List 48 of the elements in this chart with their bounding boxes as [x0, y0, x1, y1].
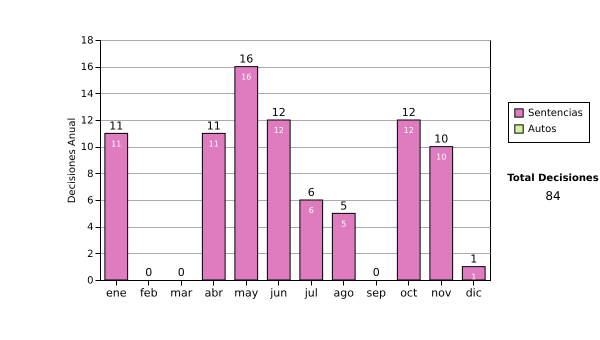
total-label: 5: [340, 199, 348, 212]
y-tick-label: 14: [80, 88, 94, 100]
y-tick-label: 4: [87, 222, 94, 234]
x-tick-label: may: [234, 286, 259, 300]
data-label: 1: [471, 272, 476, 282]
data-label: 12: [274, 126, 284, 135]
total-label: 0: [372, 266, 380, 279]
data-label: 5: [341, 219, 346, 228]
data-label: 6: [308, 206, 314, 215]
x-tick-label: jun: [269, 286, 288, 300]
y-axis-title: Decisiones Anual: [66, 118, 78, 204]
legend-label: Autos: [528, 124, 556, 135]
total-label: 6: [308, 186, 315, 199]
y-tick-label: 8: [87, 168, 94, 180]
y-tick-label: 16: [80, 62, 94, 74]
total-label: 12: [402, 106, 416, 119]
y-tick-label: 18: [80, 36, 94, 46]
total-label: 0: [178, 266, 185, 279]
x-tick-label: ago: [334, 286, 354, 300]
total-label: 12: [272, 106, 286, 119]
x-tick-label: jul: [304, 286, 318, 300]
total-label: 11: [109, 119, 124, 132]
data-label: 16: [241, 72, 252, 82]
total-label: 16: [239, 52, 254, 66]
total-label: 11: [206, 119, 221, 132]
y-tick-label: 10: [80, 142, 94, 154]
text: 84: [545, 189, 561, 203]
x-tick-label: nov: [431, 286, 452, 300]
x-tick-label: ene: [106, 286, 127, 300]
total-label: 10: [434, 132, 448, 146]
y-tick-label: 0: [87, 276, 94, 286]
data-label: 10: [436, 152, 446, 162]
x-tick-label: oct: [400, 286, 418, 300]
x-tick-label: sep: [366, 286, 386, 300]
y-tick-label: 6: [87, 196, 94, 206]
y-tick-label: 2: [87, 248, 94, 260]
x-tick-label: feb: [140, 286, 158, 300]
legend-label: Sentencias: [528, 108, 583, 119]
y-tick-label: 12: [80, 116, 94, 126]
total-label: 0: [145, 266, 152, 279]
data-label: 12: [404, 126, 414, 135]
x-tick-label: abr: [204, 286, 224, 300]
x-tick-label: dic: [466, 286, 482, 300]
text: Total Decisiones: [507, 173, 599, 184]
total-label: 1: [470, 252, 478, 266]
data-label: 11: [111, 139, 122, 148]
x-tick-label: mar: [170, 286, 193, 300]
data-label: 11: [208, 139, 219, 148]
